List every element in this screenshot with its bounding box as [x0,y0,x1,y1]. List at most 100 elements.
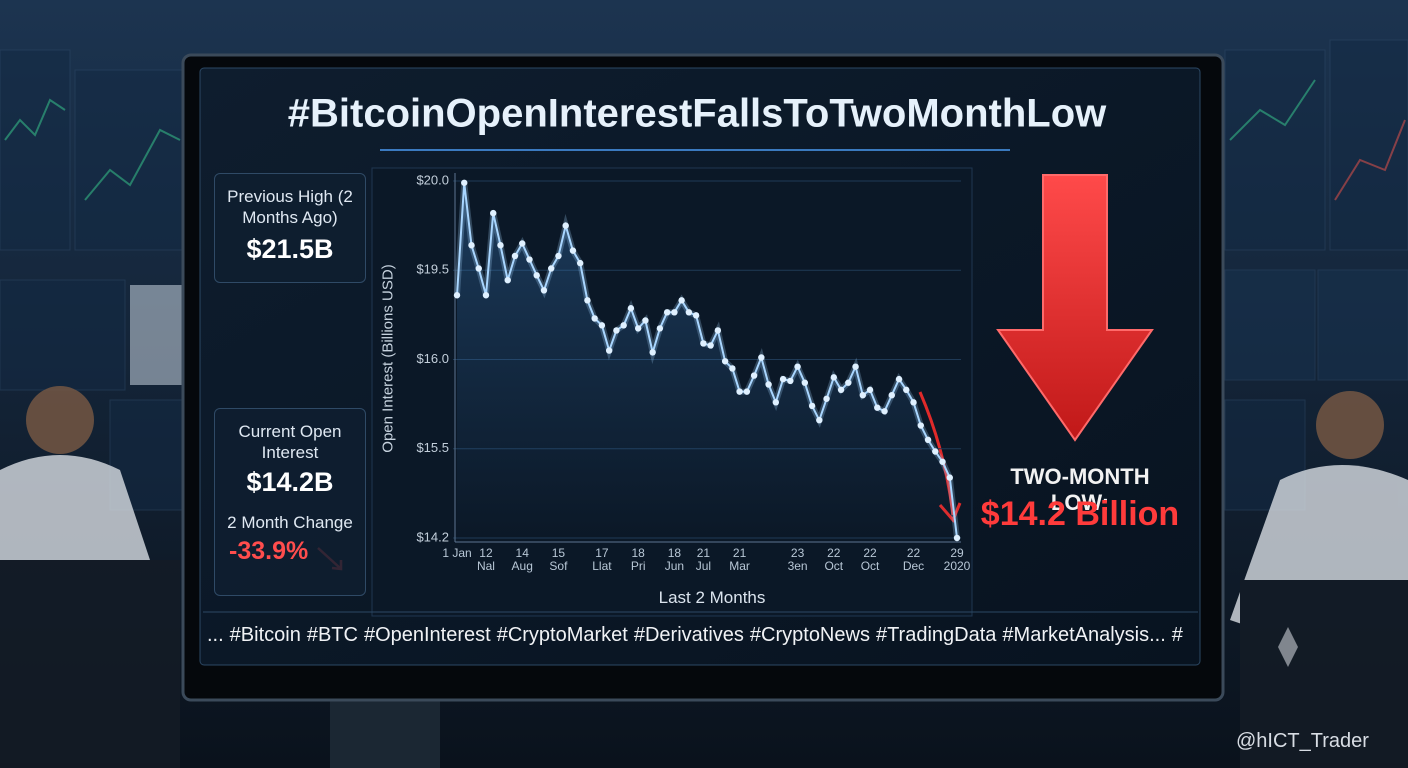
hashtag: #TradingData [875,624,997,646]
y-tick-label: $19.5 [416,262,449,277]
change-value: -33.9% [229,537,309,565]
x-tick-label: 15 Sof [549,546,568,573]
point [895,375,903,383]
monitor-stand [330,700,440,768]
hashtag: #CryptoNews [749,624,870,646]
down-arrow [996,174,1154,442]
point [540,287,548,294]
point [758,354,765,361]
point [801,379,809,386]
point [692,312,700,319]
point [453,292,461,299]
point [910,399,917,406]
point [808,402,816,410]
point [765,381,772,388]
point [736,388,743,395]
point [859,392,866,399]
point [714,327,722,334]
point [490,209,497,217]
point [837,386,845,394]
point [816,416,823,424]
point [729,365,736,372]
hashtag-ticker: ... #Bitcoin #BTC #OpenInterest #CryptoMarke… [203,624,1202,652]
y-tick-label: $16.0 [416,351,449,366]
x-tick-label: 21 Jul [695,546,712,573]
point [881,408,888,415]
point [562,222,569,229]
hashtag: #Bitcoin [229,624,301,646]
point [874,404,881,411]
hashtag: # [1171,624,1183,646]
point [642,317,649,324]
point [845,379,852,386]
x-tick-label: 23 3en [787,546,808,573]
x-tick-label: 18 Pri [630,546,646,573]
x-tick-label: 1 Jan [442,546,472,560]
people [0,386,1408,768]
x-tick-label: 22 Dec [902,546,925,573]
hashtag: #Derivatives [633,624,744,646]
point [548,265,555,272]
point [830,374,838,381]
point [569,247,577,254]
annotation-value: $14.2 Billion [980,495,1180,533]
point [932,448,939,455]
line [456,182,958,539]
point [526,256,533,263]
point [519,240,526,247]
y-tick-label: $15.5 [416,440,449,455]
point [924,436,932,444]
x-tick-label: 21 Mar [729,546,750,573]
y-tick-label: $20.0 [416,172,449,187]
hashtag: ... [207,624,224,646]
point [750,372,758,379]
point [627,305,635,312]
point [482,292,490,299]
current-panel: Current Open Interest $14.2B 2 Month Cha… [214,408,366,596]
point [475,265,482,272]
point [700,340,707,347]
point [461,179,468,186]
line-area [457,182,957,539]
point [620,322,627,329]
x-tick-label: 14 Aug [511,546,533,573]
plot: $14.2 $15.5 $16.0 $19.5 $20.0 [416,172,961,544]
background-monitors [0,39,1408,511]
point [613,327,620,334]
point [946,474,953,481]
hashtag: #OpenInterest [363,624,491,646]
point [663,309,671,316]
point [743,388,751,395]
point [591,315,598,322]
point [866,386,874,394]
point [939,458,946,465]
y-tick-label: $14.2 [416,529,449,544]
sparkle [1278,627,1298,667]
point [511,252,519,260]
point [685,309,693,316]
point [671,309,678,316]
point [888,392,895,399]
x-tick-label: 22 Oct [860,546,880,573]
point [497,242,504,249]
point [823,395,830,402]
x-tick-label: 18 Jun [664,546,685,573]
change-label: 2 Month Change [227,513,353,532]
x-tick-label: 22 Oct [824,546,844,573]
hashtag: #BTC [306,624,358,646]
point [678,297,685,304]
panel-label: Previous High (2 Months Ago) [227,187,353,227]
point [533,272,540,279]
point [772,399,780,406]
point [649,349,656,356]
point [721,358,729,365]
x-axis-label: Last 2 Months [658,588,766,607]
x-tick-label: 17 Llat [592,546,612,573]
point [779,375,787,383]
point [605,347,613,354]
point [576,259,584,267]
previous-high-panel: Previous High (2 Months Ago) $21.5B [214,173,366,283]
point [953,534,961,542]
